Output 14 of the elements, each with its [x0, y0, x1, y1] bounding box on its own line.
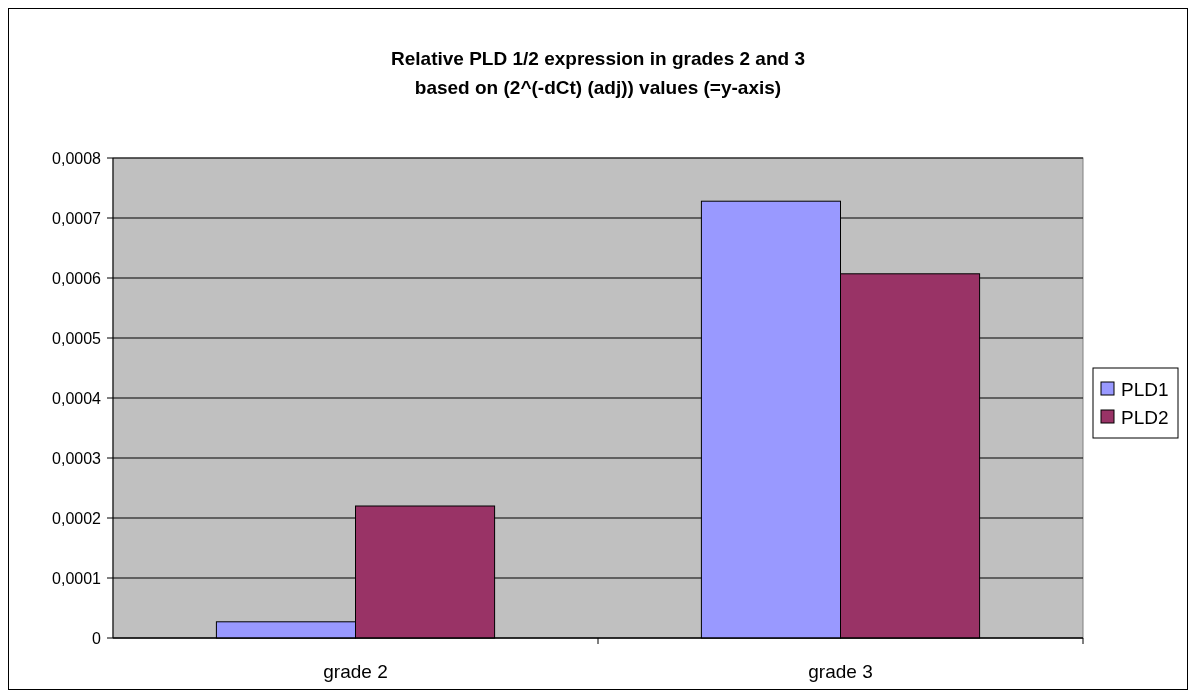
- y-tick-label: 0,0008: [52, 149, 102, 167]
- y-tick-label: 0,0003: [52, 449, 102, 467]
- y-tick-label: 0,0006: [52, 269, 102, 287]
- y-tick-label: 0,0001: [52, 569, 102, 587]
- y-tick-label: 0,0007: [52, 209, 102, 227]
- y-tick-label: 0,0004: [52, 389, 102, 407]
- y-tick-label: 0,0002: [52, 509, 102, 527]
- x-tick-label: grade 2: [323, 661, 388, 682]
- chart-title: Relative PLD 1/2 expression in grades 2 and 3 based on (2^(-dCt) (adj)) values (=y-axis): [391, 48, 805, 98]
- y-tick-label: 0,0005: [52, 329, 102, 347]
- y-tick-label: 0: [92, 629, 102, 647]
- x-tick-label: grade 3: [808, 661, 873, 682]
- legend-label: PLD1: [1121, 378, 1169, 400]
- legend-label: PLD2: [1121, 406, 1169, 428]
